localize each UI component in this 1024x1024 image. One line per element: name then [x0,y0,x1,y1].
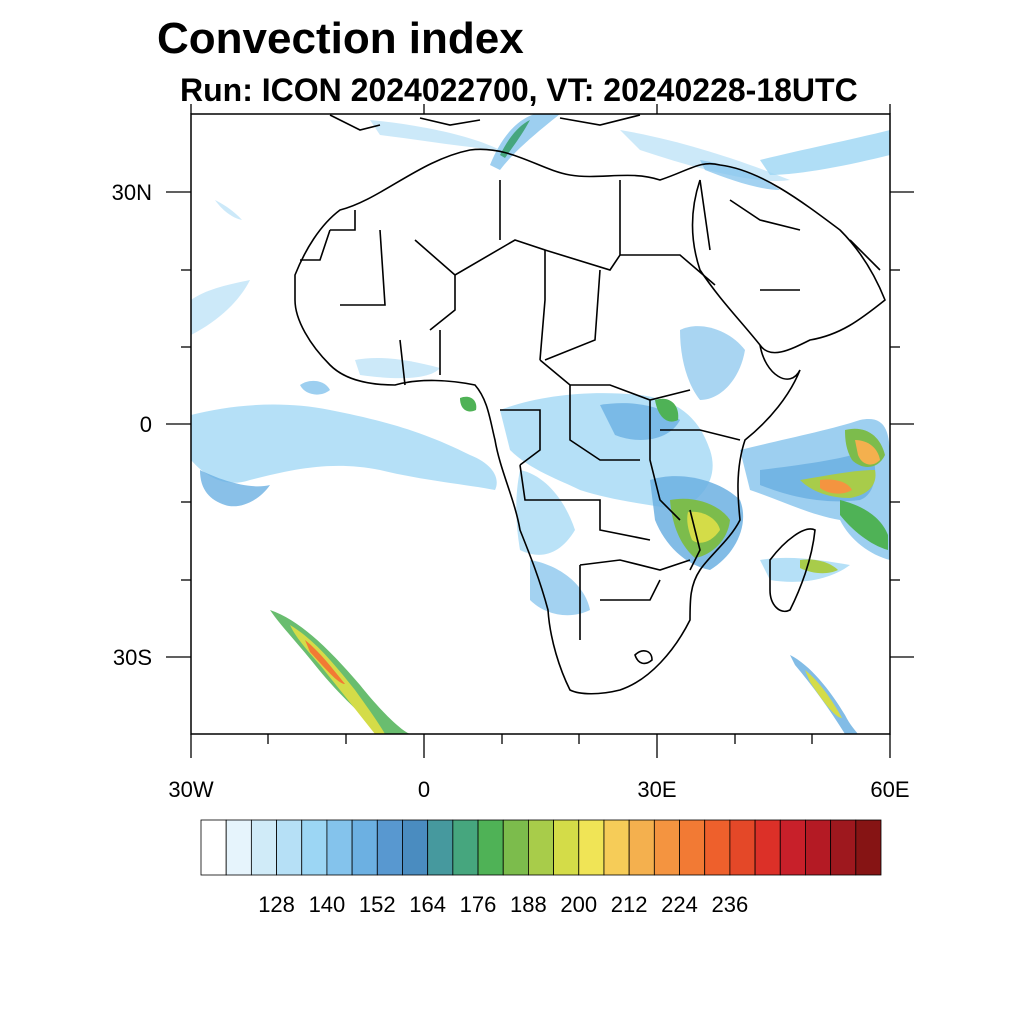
colorbar-swatch [225,819,252,876]
colorbar-swatch [754,819,781,876]
colorbar: 128 140 152 164 176 188 200 212 224 236 [200,819,882,917]
colorbar-tick-label: 212 [611,892,648,917]
colorbar-swatch [704,819,731,876]
colorbar-swatch [351,819,378,876]
map-subtitle: Run: ICON 2024022700, VT: 20240228-18UTC [180,72,858,108]
colorbar-swatch [603,819,630,876]
colorbar-tick-label: 140 [309,892,346,917]
colorbar-tick-label: 176 [460,892,497,917]
lon-label-30e: 30E [637,777,676,802]
colorbar-swatch [200,819,227,876]
convection-field [191,114,890,734]
colorbar-swatch [502,819,529,876]
colorbar-tick-label: 128 [258,892,295,917]
colorbar-tick-label: 152 [359,892,396,917]
colorbar-tick-label: 236 [712,892,749,917]
colorbar-swatch [855,819,882,876]
colorbar-swatch [376,819,403,876]
colorbar-swatch [729,819,756,876]
lon-label-0: 0 [418,777,430,802]
colorbar-tick-label: 164 [409,892,446,917]
colorbar-swatch [276,819,303,876]
coastline-borders [294,114,886,695]
colorbar-swatch [427,819,454,876]
colorbar-swatch [528,819,554,876]
lon-label-30w: 30W [168,777,213,802]
colorbar-tick-label: 188 [510,892,547,917]
lon-label-60e: 60E [870,777,909,802]
colorbar-swatch [578,819,605,876]
colorbar-swatch [402,819,429,876]
lat-label-30n: 30N [112,180,152,205]
colorbar-swatch [553,819,580,876]
colorbar-swatch [452,819,479,876]
colorbar-swatch [326,819,353,876]
colorbar-swatch [830,819,857,876]
lat-label-30s: 30S [113,645,152,670]
axis-ticks [166,104,914,758]
colorbar-swatch [477,819,504,876]
colorbar-swatch [679,819,706,876]
colorbar-tick-label: 224 [661,892,698,917]
colorbar-swatch [779,819,806,876]
colorbar-swatch [250,819,277,876]
map-title: Convection index [157,14,524,63]
colorbar-swatch [628,819,655,876]
colorbar-swatch [805,819,832,876]
lat-label-0: 0 [140,412,152,437]
colorbar-swatch [301,819,328,876]
colorbar-tick-label: 200 [560,892,597,917]
colorbar-swatch [653,819,680,876]
